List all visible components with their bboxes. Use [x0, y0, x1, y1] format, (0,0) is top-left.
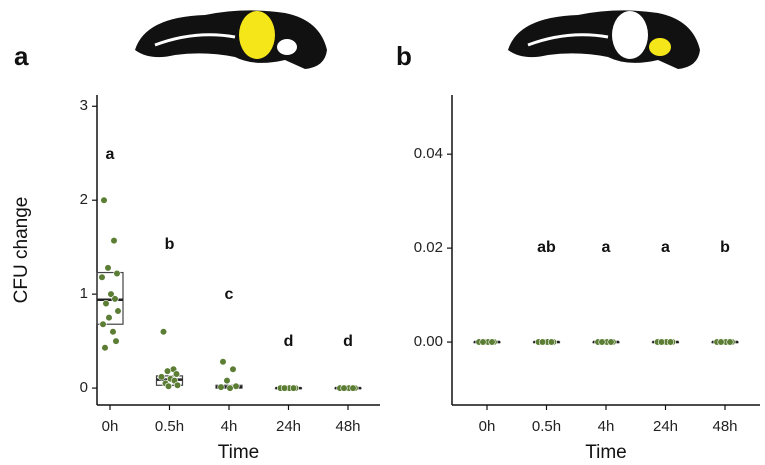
y-tick-label: 0.00: [414, 333, 443, 350]
x-axis-title: Time: [218, 442, 260, 463]
point: [538, 338, 547, 346]
x-tick-label: 4h: [598, 418, 615, 435]
point: [112, 337, 120, 345]
y-tick-label: 1: [80, 285, 88, 302]
x-axis-title: Time: [585, 442, 627, 463]
point: [226, 384, 234, 392]
point: [164, 382, 173, 390]
point: [229, 365, 237, 373]
point: [111, 295, 119, 303]
y-tick-label: 0.02: [414, 239, 443, 256]
point: [340, 384, 348, 392]
x-tick-label: 4h: [221, 418, 238, 435]
group-letter: d: [284, 333, 294, 350]
box: [96, 271, 124, 325]
point: [172, 370, 181, 378]
x-tick-label: 0.5h: [532, 418, 561, 435]
point: [113, 269, 121, 278]
point: [219, 358, 227, 366]
point: [159, 328, 168, 336]
x-tick-label: 48h: [712, 418, 737, 435]
group-letter: ab: [537, 239, 556, 256]
point: [488, 338, 496, 346]
group-letter: a: [602, 239, 611, 256]
group-letter: a: [106, 146, 115, 163]
point: [109, 328, 117, 336]
point: [98, 273, 106, 281]
x-tick-label: 0h: [102, 418, 119, 435]
group-letter: c: [225, 286, 234, 303]
point: [666, 338, 675, 346]
head-icon-a: [135, 10, 327, 69]
point: [598, 338, 606, 346]
point: [100, 196, 108, 204]
point: [217, 383, 225, 391]
x-tick-label: 48h: [335, 418, 360, 435]
point: [99, 320, 107, 328]
point: [607, 338, 615, 346]
point: [479, 338, 487, 346]
panel-label: a: [14, 41, 29, 71]
point: [223, 376, 231, 385]
point: [104, 264, 112, 272]
point: [114, 307, 122, 315]
point: [173, 381, 182, 389]
point: [232, 382, 240, 390]
point: [657, 338, 666, 346]
point: [289, 384, 298, 392]
point: [280, 384, 289, 392]
x-tick-label: 24h: [276, 418, 301, 435]
point: [102, 299, 110, 308]
x-tick-label: 0h: [479, 418, 496, 435]
y-tick-label: 2: [80, 191, 88, 208]
y-tick-label: 0.04: [414, 145, 443, 162]
point: [157, 373, 166, 381]
point: [105, 314, 113, 322]
group-letter: a: [661, 239, 670, 256]
x-tick-label: 0.5h: [155, 418, 184, 435]
point: [717, 338, 725, 346]
group-letter: b: [720, 239, 730, 256]
group-letter: d: [343, 333, 353, 350]
panel-label: b: [396, 41, 412, 71]
point: [726, 338, 734, 346]
y-tick-label: 3: [80, 97, 88, 114]
x-tick-label: 24h: [653, 418, 678, 435]
y-tick-label: 0: [80, 379, 88, 396]
point: [349, 384, 357, 392]
group-letter: b: [165, 236, 175, 253]
point: [101, 344, 109, 352]
point: [110, 237, 118, 245]
y-axis-title: CFU change: [11, 197, 32, 304]
point: [163, 367, 172, 375]
point: [107, 290, 115, 298]
point: [547, 338, 556, 346]
head-icon-b: [508, 10, 700, 69]
